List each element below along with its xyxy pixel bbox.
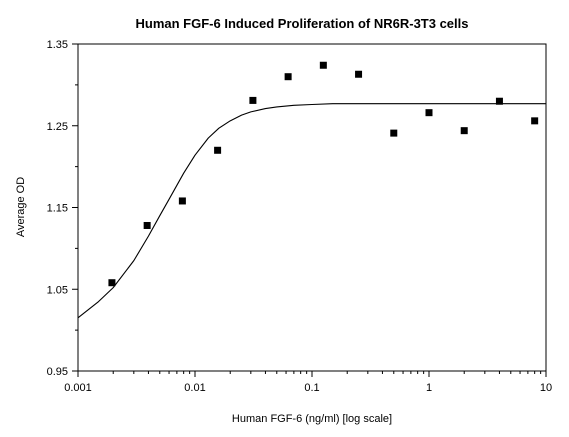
data-point-marker [143, 221, 151, 229]
data-point-marker [249, 96, 257, 104]
fit-curve-line [77, 103, 546, 319]
x-axis-label: Human FGF-6 (ng/ml) [log scale] [232, 413, 392, 425]
data-point-marker [425, 109, 433, 117]
y-tick-label: 1.25 [47, 121, 68, 133]
y-axis-label: Average OD [15, 177, 27, 237]
x-tick-label: 10 [540, 382, 552, 394]
data-point-marker [460, 127, 468, 135]
data-point-marker [178, 197, 186, 205]
x-tick-label: 1 [426, 382, 432, 394]
chart-title: Human FGF-6 Induced Proliferation of NR6… [136, 16, 469, 31]
x-tick-label: 0.001 [64, 382, 92, 394]
x-tick-label: 0.01 [184, 382, 205, 394]
x-tick-label: 0.1 [304, 382, 319, 394]
y-tick-label: 1.05 [47, 284, 68, 296]
data-point-marker [495, 97, 503, 105]
y-tick-label: 0.95 [47, 366, 68, 378]
fitted-curve [77, 103, 546, 319]
plot-area-frame [77, 43, 547, 372]
x-axis: 0.001 0.01 0.1 1 10 [64, 371, 552, 394]
data-point-marker [355, 70, 363, 78]
data-point-marker [531, 117, 539, 125]
data-point-marker [319, 61, 327, 69]
data-point-marker [108, 279, 116, 287]
y-tick-label: 1.15 [47, 203, 68, 215]
data-point-marker [214, 146, 222, 154]
y-tick-label: 1.35 [47, 39, 68, 51]
y-axis: 0.95 1.05 1.15 1.25 1.35 [47, 39, 78, 378]
data-points [108, 61, 539, 287]
data-point-marker [390, 129, 398, 137]
data-point-marker [284, 73, 292, 81]
